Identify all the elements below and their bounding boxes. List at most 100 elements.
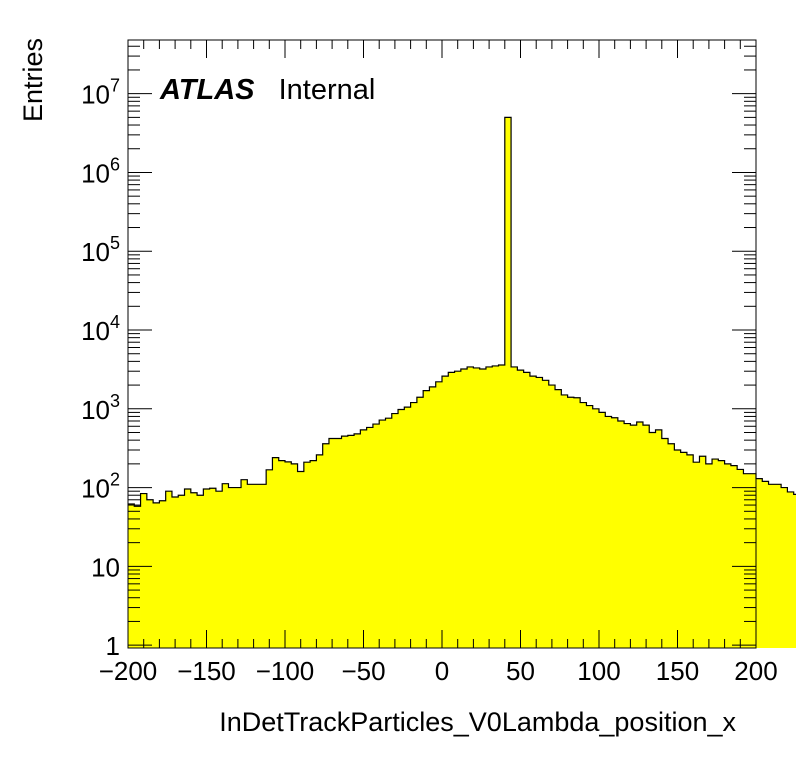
histogram-bin [347, 435, 355, 648]
histogram-bin [768, 484, 776, 648]
histogram-bin [128, 503, 135, 648]
histogram-bin [460, 369, 468, 648]
histogram-bin [354, 433, 361, 648]
histogram-bin [209, 488, 217, 648]
histogram-bin [529, 376, 537, 648]
histogram-bin [165, 491, 173, 648]
x-tick-label: −150 [177, 656, 236, 686]
histogram-bin [705, 463, 713, 648]
histogram-bin [404, 407, 411, 648]
histogram-bin [429, 386, 437, 648]
histogram-bin [190, 492, 198, 648]
histogram-bin [762, 481, 769, 648]
histogram-bin [297, 471, 305, 648]
histogram-bin [630, 425, 638, 648]
histogram-bin [573, 397, 581, 648]
y-tick-label: 102 [81, 470, 120, 504]
histogram-bin [536, 377, 543, 648]
histogram-bin [693, 462, 700, 648]
histogram-bin [749, 473, 757, 648]
histogram-bin [435, 381, 443, 648]
histogram-bin [360, 429, 368, 648]
histogram-bin [410, 402, 418, 648]
histogram-bin [611, 417, 619, 648]
histogram-bin [184, 488, 192, 648]
x-tick-label: 200 [734, 656, 777, 686]
histogram-bin [416, 397, 424, 648]
histogram-bin [278, 460, 286, 648]
y-tick-label: 103 [81, 391, 120, 425]
y-tick-label: 105 [81, 233, 120, 267]
y-axis-ticks [128, 45, 756, 646]
histogram-bin [718, 460, 725, 648]
histogram-bin [548, 385, 556, 648]
histogram-bin [605, 416, 612, 648]
histogram-bars [128, 116, 796, 649]
histogram-bin [624, 423, 631, 648]
atlas-status: Internal [279, 74, 376, 106]
histogram-bin [592, 408, 600, 648]
histogram-bin [253, 484, 261, 648]
histogram-bin [781, 487, 788, 648]
histogram-bin [712, 459, 719, 648]
x-axis-tick-labels: −200 −150 −100 −50 0 50 100 150 200 [99, 656, 778, 686]
histogram-bin [787, 491, 795, 648]
histogram-bin [442, 376, 449, 648]
histogram-bin [555, 389, 562, 648]
atlas-bold: ATLAS [159, 74, 255, 106]
y-tick-label: 104 [81, 312, 120, 346]
histogram-bin [372, 424, 380, 648]
histogram-bin [366, 427, 374, 648]
histogram-bin [379, 420, 386, 648]
x-axis-label: InDetTrackParticles_V0Lambda_position_x [219, 707, 736, 737]
histogram-bin [448, 372, 455, 648]
histogram-bin [686, 454, 694, 648]
x-tick-label: 0 [435, 656, 449, 686]
histogram-bin [398, 409, 405, 648]
histogram-bin [272, 457, 280, 648]
histogram-bin [467, 366, 474, 648]
histogram-bin [341, 436, 349, 648]
histogram-bin [586, 405, 594, 648]
histogram-bin [241, 479, 248, 648]
histogram-bin [203, 488, 211, 648]
histogram-bin [680, 452, 688, 648]
histogram-bin [303, 462, 311, 648]
histogram-bin [517, 370, 525, 648]
x-tick-label: −50 [341, 656, 385, 686]
histogram-bin [724, 463, 732, 648]
histogram-bin [328, 438, 336, 648]
histogram-bin [567, 397, 575, 648]
histogram-bin [730, 465, 738, 648]
histogram-bin [485, 366, 493, 648]
histogram-bin [171, 496, 179, 648]
histogram-bin [498, 364, 506, 648]
histogram-bin [668, 443, 675, 648]
histogram-bin [636, 421, 644, 648]
histogram-bin [479, 369, 487, 648]
histogram-bin [259, 484, 267, 648]
histogram-bin [674, 449, 682, 648]
x-tick-label: −100 [256, 656, 315, 686]
histogram-bin [542, 380, 550, 648]
y-tick-label: 1 [106, 631, 120, 661]
histogram-bin [310, 460, 317, 648]
histogram-bin [134, 506, 141, 648]
histogram-bin [222, 483, 229, 648]
histogram-bin [793, 494, 796, 648]
x-tick-label: −200 [99, 656, 158, 686]
histogram-bin [391, 413, 399, 648]
histogram-bin [266, 469, 273, 648]
y-axis-tick-labels: 1 10 102 103 104 105 106 107 [81, 76, 120, 661]
histogram-bin [335, 438, 342, 648]
y-tick-label: 106 [81, 154, 120, 188]
histogram-bin [617, 421, 625, 648]
x-tick-label: 100 [577, 656, 620, 686]
histogram-bin [737, 469, 744, 648]
histogram-bin [316, 454, 324, 648]
histogram-bin [146, 499, 154, 648]
histogram-bin [599, 412, 606, 648]
histogram-bin [247, 484, 254, 648]
y-tick-label: 107 [81, 76, 120, 110]
